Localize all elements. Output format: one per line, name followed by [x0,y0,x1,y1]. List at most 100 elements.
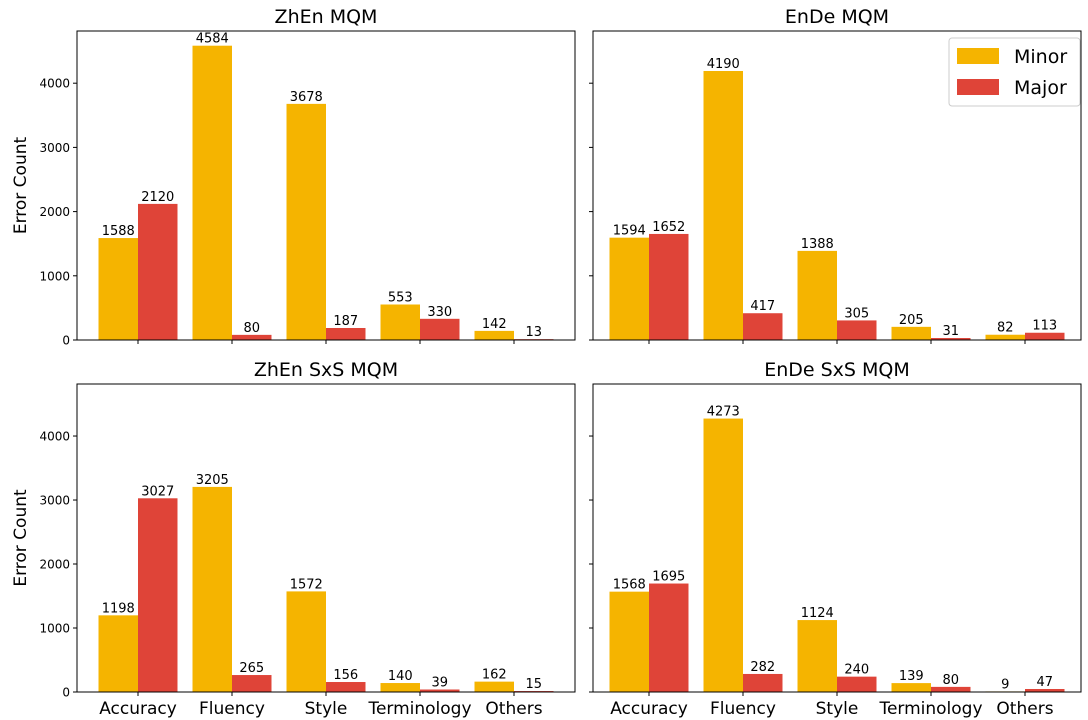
y-tick-label: 2000 [39,558,70,572]
bar-major [931,686,971,692]
bar-major [1025,688,1065,692]
bar-major [138,203,178,340]
bar-minor [474,681,514,692]
bar-value-label: 80 [243,321,260,336]
bar-major [326,682,366,692]
bar-value-label: 162 [482,668,507,683]
bar-value-label: 1695 [652,570,685,585]
bar-major [649,233,689,340]
legend-swatch-minor [957,48,999,64]
bar-minor [380,304,420,340]
y-tick-label: 3000 [39,141,70,155]
bar-minor [286,591,326,692]
y-tick-label: 1000 [39,622,70,636]
x-tick-label: Fluency [199,699,265,719]
bar-value-label: 205 [899,313,924,328]
y-axis-label: Error Count [11,489,31,587]
bar-major [837,320,877,340]
bar-minor [703,418,743,692]
bar-minor [474,330,514,340]
bar-minor [98,238,138,340]
plot-frame [76,30,576,341]
bar-value-label: 156 [333,668,358,683]
bar-major [138,498,178,692]
bar-value-label: 1124 [801,606,834,621]
bar-value-label: 4190 [707,57,740,72]
bar-value-label: 553 [388,290,413,305]
chart-title: ZhEn SxS MQM [254,359,398,381]
bar-major [420,689,460,692]
chart-panel-3: ZhEn SxS MQM Error Count 0 1000 2000 3000 4000… [11,359,576,719]
y-tick-label: 4000 [39,77,70,91]
bar-value-label: 282 [750,660,775,675]
legend-label: Minor [1014,46,1067,68]
chart-title: EnDe SxS MQM [764,359,910,381]
y-axis-label: Error Count [11,137,31,235]
bar-major [743,673,783,692]
chart-panel-4: EnDe SxS MQM Accuracy 1568 1695 Fluency 4273 2… [589,359,1082,719]
bar-value-label: 4273 [707,405,740,420]
bar-major [1025,332,1065,340]
bar-value-label: 417 [750,299,775,314]
chart-panel-1: ZhEn MQM Error Count 0 1000 2000 3000 4000 1588… [11,6,576,348]
bar-minor [192,486,232,692]
bar-value-label: 80 [942,673,959,688]
bar-value-label: 240 [844,663,869,678]
plot-frame [592,383,1082,693]
bar-major [420,318,460,340]
bar-value-label: 1652 [652,220,685,235]
bar-value-label: 9 [1001,677,1009,692]
bar-major [743,313,783,340]
x-tick-label: Style [816,699,859,719]
bar-minor [609,237,649,340]
chart-title: EnDe MQM [785,6,889,28]
plot-frame [592,30,1082,341]
plot-frame [76,383,576,693]
bar-value-label: 1588 [102,224,135,239]
y-tick-label: 3000 [39,494,70,508]
bar-minor [891,683,931,692]
bar-value-label: 330 [427,305,452,320]
bar-value-label: 142 [482,317,507,332]
bar-value-label: 47 [1036,675,1053,690]
bar-value-label: 3678 [290,90,323,105]
bar-major [232,675,272,692]
bar-value-label: 187 [333,314,358,329]
bar-minor [192,45,232,340]
y-tick-label: 1000 [39,269,70,283]
x-tick-label: Accuracy [610,699,688,719]
bar-major [931,338,971,340]
bar-value-label: 1594 [613,224,646,239]
x-tick-label: Terminology [878,699,982,719]
y-tick-label: 4000 [39,430,70,444]
bar-value-label: 3205 [196,473,229,488]
bar-major [649,583,689,692]
bar-major [326,327,366,340]
bar-value-label: 1198 [102,601,135,616]
legend-label: Major [1014,77,1067,99]
bar-minor [985,334,1025,340]
bar-minor [891,326,931,340]
bar-minor [703,70,743,340]
bar-minor [380,683,420,692]
bar-value-label: 3027 [141,484,174,499]
bar-value-label: 1388 [801,237,834,252]
y-tick-label: 0 [62,334,70,348]
y-tick-label: 2000 [39,205,70,219]
y-tick-label: 0 [62,686,70,700]
bar-value-label: 1572 [290,577,323,592]
chart-title: ZhEn MQM [275,6,378,28]
bar-value-label: 139 [899,669,924,684]
bar-value-label: 265 [239,661,264,676]
bar-minor [98,615,138,692]
x-tick-label: Accuracy [99,699,177,719]
bar-value-label: 305 [844,306,869,321]
bar-value-label: 13 [525,325,542,340]
bar-value-label: 113 [1032,319,1057,334]
chart-panel-2: EnDe MQM 1594 1652 4190 417 1388 305 205 31 82 113 [589,6,1082,344]
bar-minor [609,591,649,692]
bar-major [837,676,877,692]
bar-value-label: 1568 [613,578,646,593]
bar-major [232,334,272,340]
bar-value-label: 4584 [196,32,229,47]
